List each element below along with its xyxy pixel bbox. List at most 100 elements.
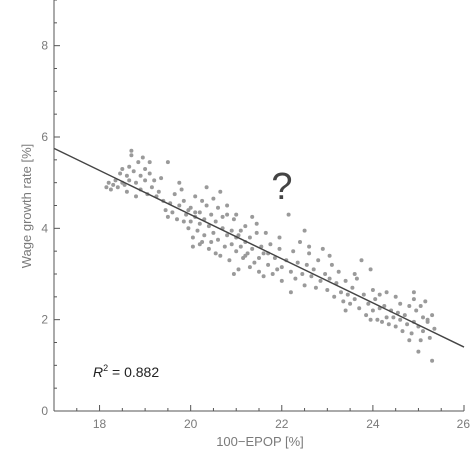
data-point [177, 180, 182, 185]
data-point [300, 272, 305, 276]
data-point [124, 189, 129, 194]
data-point [373, 297, 378, 302]
x-axis-title: 100−EPOP [%] [216, 434, 304, 449]
data-point [136, 160, 141, 165]
data-point [398, 317, 403, 322]
data-point [277, 246, 282, 251]
data-point [193, 210, 198, 215]
data-point [345, 292, 350, 297]
data-point [327, 253, 332, 258]
data-point [247, 235, 252, 240]
data-point [170, 210, 175, 215]
data-point [175, 217, 179, 222]
data-point [341, 299, 346, 304]
data-point [380, 319, 384, 324]
data-point [375, 317, 380, 322]
data-point [147, 160, 152, 165]
data-point [129, 148, 134, 153]
data-point [295, 260, 300, 265]
data-point [243, 253, 248, 258]
data-point [257, 269, 261, 274]
data-point [332, 294, 337, 299]
data-point [354, 276, 359, 281]
data-point [370, 308, 375, 313]
data-point [411, 297, 416, 302]
data-point [186, 226, 191, 231]
data-point [313, 285, 318, 290]
data-point [225, 212, 230, 217]
data-point [343, 308, 348, 313]
data-point [216, 237, 220, 242]
data-point [243, 224, 248, 229]
data-point [366, 301, 371, 306]
data-point [309, 274, 314, 279]
data-point [302, 228, 307, 233]
data-point [421, 315, 425, 320]
data-point [384, 315, 389, 320]
data-point [418, 338, 423, 343]
x-tick-label: 20 [184, 417, 198, 431]
data-point [209, 240, 214, 244]
data-point [304, 262, 309, 267]
axis-ticks [53, 0, 465, 412]
data-point [165, 160, 170, 165]
data-point [279, 278, 284, 283]
data-point [172, 192, 177, 197]
data-point [213, 219, 218, 224]
data-point [263, 230, 268, 235]
data-point [368, 267, 373, 272]
data-point [197, 242, 202, 247]
data-point [316, 258, 321, 263]
data-point [414, 308, 419, 313]
data-point [279, 265, 284, 270]
r-squared-label: R2 = 0.882 [93, 363, 159, 380]
x-tick-label: 26 [457, 417, 471, 431]
y-tick-label: 0 [41, 404, 48, 418]
data-point [229, 228, 234, 233]
data-point [286, 212, 291, 217]
data-point [254, 221, 259, 226]
data-point [181, 198, 186, 203]
data-point [202, 233, 207, 238]
regression-line [53, 147, 465, 348]
data-point [122, 182, 127, 187]
data-point [359, 258, 364, 263]
data-point [352, 272, 357, 276]
data-point [411, 290, 416, 295]
data-point [325, 288, 330, 292]
data-point [188, 219, 193, 224]
data-point [311, 267, 316, 272]
data-point [323, 272, 328, 276]
data-point [327, 276, 332, 281]
data-point [288, 290, 293, 295]
data-point [104, 185, 109, 190]
data-point [195, 228, 200, 233]
data-point [288, 269, 293, 274]
data-point [127, 164, 132, 169]
data-point [270, 272, 275, 276]
y-tick-label: 6 [41, 130, 48, 144]
data-point [234, 212, 239, 217]
data-point [247, 265, 252, 270]
data-point [352, 297, 357, 302]
data-point [193, 194, 198, 199]
data-point [225, 233, 230, 238]
data-point [293, 276, 298, 281]
data-point [407, 338, 412, 343]
data-point [108, 187, 113, 192]
data-point [364, 313, 369, 318]
data-point [204, 203, 209, 208]
data-point [427, 335, 432, 340]
data-point [200, 198, 205, 203]
data-point [197, 221, 202, 226]
data-point [163, 208, 168, 213]
data-point [118, 171, 123, 176]
data-point [236, 267, 241, 272]
data-point [206, 246, 211, 251]
data-point [339, 290, 343, 295]
data-point [329, 262, 334, 267]
data-point [238, 244, 243, 249]
data-point [220, 214, 225, 219]
data-point [129, 153, 134, 158]
data-point [430, 313, 435, 318]
